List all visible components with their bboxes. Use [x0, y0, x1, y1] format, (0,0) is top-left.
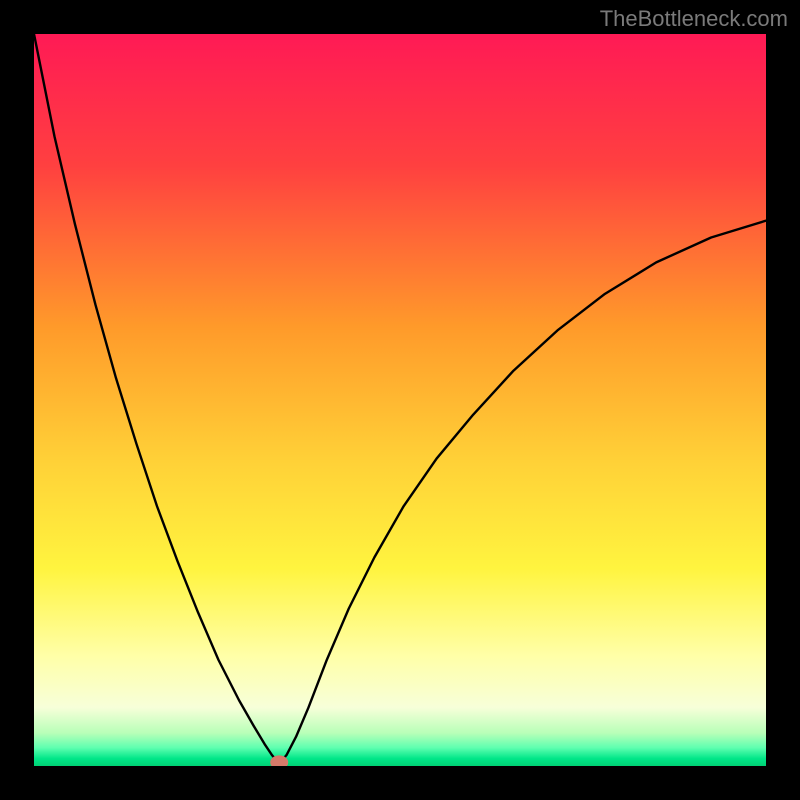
plot-area	[34, 34, 766, 766]
chart-svg	[34, 34, 766, 766]
gradient-background	[34, 34, 766, 766]
watermark-text: TheBottleneck.com	[600, 6, 788, 32]
